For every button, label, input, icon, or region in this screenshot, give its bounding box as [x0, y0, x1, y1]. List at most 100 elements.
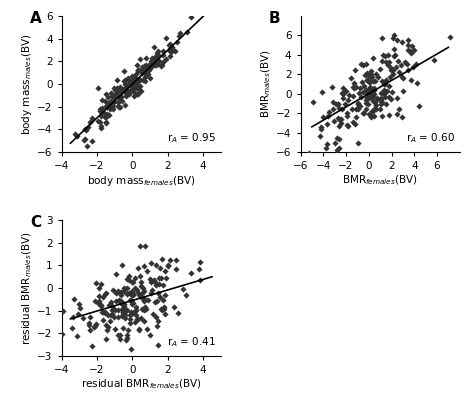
- Point: [122, 84, 130, 91]
- Point: [135, 90, 142, 97]
- Point: [372, 106, 380, 112]
- Point: [381, 53, 389, 59]
- Point: [97, 105, 104, 112]
- Point: [329, 99, 337, 105]
- Point: [387, 65, 394, 71]
- Point: [155, 290, 162, 296]
- Point: [127, 311, 134, 318]
- Point: [407, 77, 415, 84]
- Point: [376, 66, 384, 73]
- Point: [128, 73, 135, 79]
- Point: [114, 99, 122, 105]
- Point: [170, 304, 177, 310]
- Point: [134, 316, 142, 322]
- Point: [347, 75, 355, 81]
- Point: [323, 141, 331, 147]
- Point: [370, 90, 377, 97]
- Point: [146, 276, 154, 283]
- Text: r$_A$ = 0.41: r$_A$ = 0.41: [167, 335, 216, 349]
- Point: [165, 46, 173, 53]
- Point: [352, 114, 360, 120]
- Point: [116, 332, 123, 339]
- Point: [357, 61, 365, 67]
- Point: [352, 84, 360, 90]
- Point: [372, 99, 379, 106]
- Point: [141, 242, 149, 249]
- Point: [387, 67, 394, 74]
- Point: [393, 37, 401, 44]
- Point: [104, 100, 112, 106]
- Point: [157, 275, 165, 282]
- Point: [142, 62, 150, 68]
- Point: [100, 110, 108, 116]
- Point: [150, 61, 158, 68]
- Point: [407, 50, 414, 56]
- Point: [354, 100, 362, 106]
- Point: [162, 275, 170, 281]
- Point: [129, 76, 137, 82]
- Point: [82, 127, 90, 134]
- Text: A: A: [30, 10, 42, 26]
- Point: [144, 297, 152, 304]
- Point: [349, 93, 357, 100]
- Point: [88, 138, 96, 144]
- Point: [363, 95, 371, 102]
- Point: [332, 140, 339, 146]
- Point: [126, 90, 133, 96]
- Point: [335, 100, 342, 107]
- Point: [350, 85, 357, 92]
- Point: [59, 308, 67, 314]
- Point: [104, 312, 111, 318]
- Point: [137, 88, 145, 94]
- Point: [128, 299, 136, 305]
- Point: [120, 303, 128, 310]
- Point: [134, 67, 142, 73]
- Point: [412, 61, 419, 67]
- Point: [166, 40, 174, 47]
- Point: [75, 300, 82, 307]
- Point: [98, 97, 106, 103]
- Point: [127, 296, 135, 303]
- Point: [97, 124, 105, 131]
- Point: [153, 261, 160, 268]
- Point: [139, 76, 146, 83]
- Point: [388, 96, 395, 102]
- Point: [95, 85, 102, 91]
- Point: [121, 312, 129, 318]
- Point: [110, 95, 118, 101]
- Point: [137, 315, 145, 322]
- Point: [119, 309, 127, 315]
- Point: [187, 14, 195, 20]
- Point: [103, 326, 111, 333]
- Point: [363, 97, 370, 103]
- Point: [128, 301, 136, 307]
- Point: [398, 73, 406, 80]
- Point: [97, 108, 104, 114]
- Point: [358, 79, 366, 85]
- Point: [145, 66, 152, 73]
- Point: [153, 323, 161, 329]
- Point: [333, 134, 340, 141]
- Point: [382, 94, 389, 100]
- Point: [329, 159, 337, 166]
- Point: [352, 67, 359, 73]
- Point: [404, 47, 412, 54]
- Point: [109, 287, 117, 293]
- Point: [363, 94, 371, 100]
- Point: [319, 114, 327, 121]
- Point: [96, 292, 103, 299]
- Point: [133, 316, 141, 322]
- Point: [140, 307, 147, 313]
- Point: [376, 97, 384, 103]
- Point: [335, 145, 343, 152]
- Point: [389, 66, 396, 73]
- Point: [132, 75, 139, 82]
- Point: [149, 58, 157, 65]
- Point: [140, 68, 147, 75]
- Point: [133, 307, 140, 313]
- Point: [147, 57, 155, 64]
- Point: [157, 294, 164, 301]
- Point: [147, 290, 155, 296]
- Point: [132, 74, 139, 81]
- Point: [107, 102, 114, 108]
